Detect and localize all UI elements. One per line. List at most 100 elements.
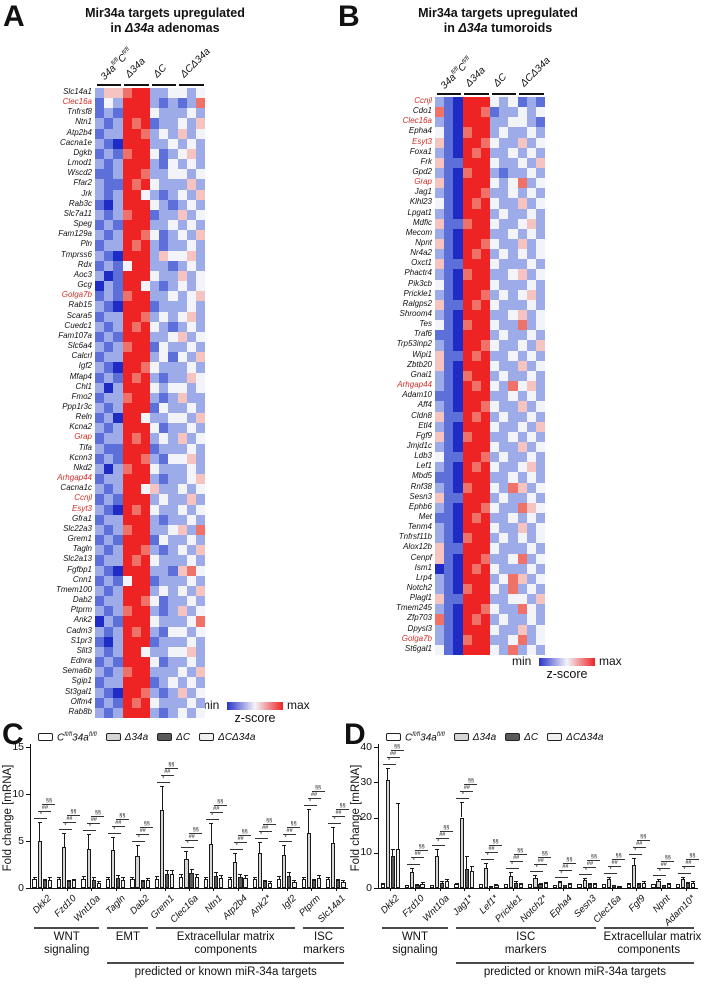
heatmap-cell <box>508 127 518 138</box>
heatmap-cell <box>508 340 518 351</box>
heatmap-cell <box>517 441 527 453</box>
x-axis-tick <box>414 888 416 891</box>
heatmap-cell <box>480 583 490 595</box>
error-bar-line <box>180 873 182 877</box>
legend-item: Δ34a <box>453 732 496 743</box>
error-bar-line <box>68 879 70 882</box>
heatmap-gene-label: Adam10 <box>402 390 432 400</box>
heatmap-cell <box>104 169 114 180</box>
heatmap-cell <box>435 614 445 625</box>
heatmap-cell <box>113 565 123 576</box>
heatmap-cell <box>517 624 527 635</box>
category-group-label: ISC <box>313 931 334 943</box>
bar <box>252 878 257 888</box>
heatmap-cell <box>471 370 481 382</box>
heatmap-cell <box>526 330 536 341</box>
bar <box>91 879 96 888</box>
heatmap-cell <box>168 159 178 170</box>
legend-item: ΔCΔ34a <box>199 732 255 743</box>
heatmap-cell <box>159 585 169 597</box>
significance-mark: * <box>628 848 642 856</box>
heatmap-cell <box>150 514 160 525</box>
heatmap-title-line1: Mir34a targets upregulated <box>85 6 245 20</box>
heatmap-cell <box>113 626 123 637</box>
heatmap-cell <box>526 583 536 595</box>
bar <box>331 842 336 888</box>
heatmap-cell <box>95 260 105 271</box>
heatmap-cell <box>140 118 150 129</box>
bar <box>189 872 194 888</box>
heatmap-cell <box>186 585 196 597</box>
heatmap-cell <box>508 492 518 503</box>
error-bar-cap <box>395 803 400 805</box>
heatmap-cell <box>131 453 141 464</box>
heatmap-cell <box>186 402 196 414</box>
heatmap-gene-label: Tmprss6 <box>60 249 92 259</box>
heatmap-cell <box>471 259 481 270</box>
heatmap-cell <box>462 472 472 483</box>
heatmap-gene-label: Arhgap44 <box>57 473 92 483</box>
heatmap-cell <box>490 147 500 158</box>
significance-mark: * <box>83 824 97 832</box>
heatmap-cell <box>195 575 205 586</box>
heatmap-cell <box>499 117 509 128</box>
heatmap-cell <box>480 634 490 645</box>
heatmap-cell <box>186 463 196 475</box>
heatmap-cell <box>517 614 527 625</box>
heatmap-cell <box>490 249 500 260</box>
bar <box>336 880 341 888</box>
heatmap-gene-label: Clec16a <box>402 116 432 126</box>
heatmap-cell <box>122 413 132 424</box>
heatmap-cell <box>435 117 445 128</box>
heatmap-gene-label: Pik3cb <box>407 278 432 288</box>
heatmap-cell <box>150 169 160 180</box>
heatmap-cell <box>444 350 454 361</box>
error-bar-cap <box>336 878 341 880</box>
heatmap-cell <box>122 494 132 505</box>
heatmap-cell <box>122 138 132 149</box>
heatmap-gene-label: Golga7b <box>61 290 92 300</box>
heatmap-cell <box>95 697 105 708</box>
heatmap-cell <box>113 433 123 444</box>
heatmap-cell <box>186 128 196 139</box>
heatmap-cell <box>471 441 481 453</box>
heatmap-cell <box>471 208 481 219</box>
heatmap-cell <box>104 159 114 170</box>
heatmap-gene-label: Ank2 <box>73 615 92 625</box>
error-bar-cap <box>533 875 538 877</box>
heatmap-cell <box>168 138 178 149</box>
heatmap-cell <box>526 431 536 442</box>
heatmap-cell <box>95 352 105 363</box>
error-bar-cap <box>116 874 121 876</box>
panel-letter-d: D <box>344 718 366 751</box>
heatmap-cell <box>113 494 123 505</box>
bar <box>140 881 145 888</box>
heatmap-cell <box>453 279 463 290</box>
heatmap-cell <box>499 482 509 493</box>
category-group-label: markers <box>504 944 547 956</box>
significance-mark: §§ <box>262 818 276 825</box>
heatmap-cell <box>159 270 169 282</box>
heatmap-cell <box>444 340 454 351</box>
heatmap-cell <box>462 502 472 513</box>
heatmap-cell <box>168 646 178 658</box>
heatmap-cell <box>517 431 527 442</box>
heatmap-cell <box>150 524 160 536</box>
heatmap-cell <box>471 573 481 584</box>
error-bar-cap <box>656 878 661 880</box>
error-bar-cap <box>440 881 445 883</box>
heatmap-cell <box>499 614 509 625</box>
heatmap-cell <box>95 382 105 393</box>
heatmap-cell <box>195 321 205 332</box>
heatmap-cell <box>122 545 132 556</box>
bar <box>194 876 199 888</box>
heatmap-cell <box>122 108 132 119</box>
heatmap-cell <box>490 117 500 128</box>
heatmap-cell <box>195 535 205 546</box>
significance-mark: ## <box>632 841 646 849</box>
heatmap-cell <box>186 606 196 617</box>
heatmap-cell <box>168 494 178 505</box>
heatmap-cell <box>131 636 141 647</box>
heatmap-cell <box>499 340 509 351</box>
heatmap-cell <box>177 667 187 678</box>
